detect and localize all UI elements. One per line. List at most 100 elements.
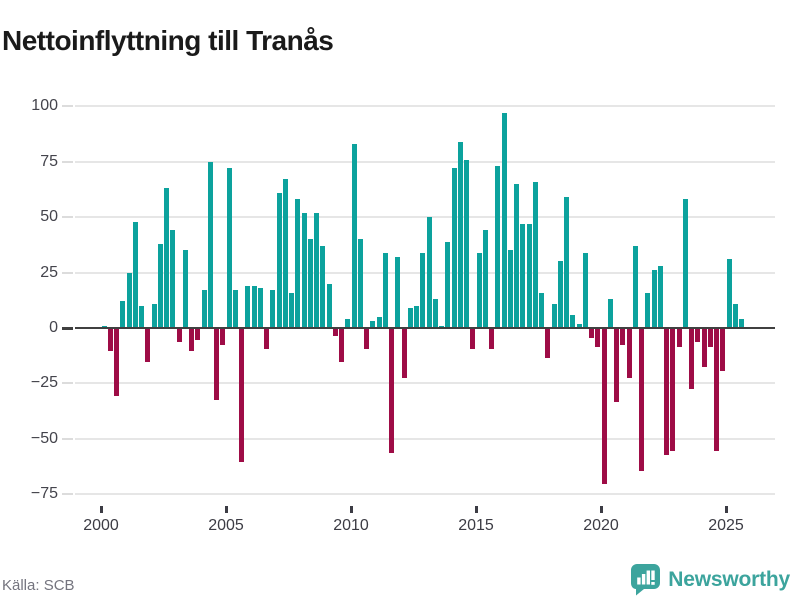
- bar-2013q2: [432, 299, 438, 328]
- bar-2024q2: [707, 329, 713, 347]
- x-tick-mark: [100, 506, 103, 513]
- bar-2003q2: [182, 250, 188, 328]
- bar-2024q3: [714, 329, 720, 451]
- bar-2025q2: [732, 303, 738, 328]
- bar-2004q3: [214, 329, 220, 400]
- x-tick-mark: [350, 506, 353, 513]
- y-tick-label: −25: [30, 374, 58, 392]
- x-tick-mark: [725, 506, 728, 513]
- bar-2016q2: [507, 250, 513, 328]
- bar-2006q2: [257, 288, 263, 328]
- bar-2010q4: [370, 321, 376, 328]
- bar-2019q1: [576, 323, 582, 328]
- y-tick-label: 0: [49, 319, 58, 336]
- bar-2010q1: [351, 143, 357, 328]
- y-tick-mark: [62, 160, 73, 163]
- bar-2012q4: [420, 252, 426, 328]
- bar-2012q3: [414, 305, 420, 328]
- bar-2012q1: [401, 329, 407, 378]
- bar-2023q2: [682, 199, 688, 328]
- gridline-100: [75, 105, 775, 108]
- bar-2005q3: [239, 329, 245, 463]
- bar-2016q4: [520, 223, 526, 328]
- y-tick-label: −50: [30, 429, 58, 447]
- y-tick-label: −75: [30, 485, 58, 503]
- bar-2008q4: [320, 245, 326, 328]
- bar-2005q2: [232, 290, 238, 328]
- bar-2021q3: [639, 329, 645, 471]
- bar-2002q3: [164, 188, 170, 328]
- x-tick-mark: [225, 506, 228, 513]
- bar-2025q1: [726, 259, 732, 328]
- bar-2018q3: [564, 197, 570, 328]
- bar-2003q1: [176, 329, 182, 343]
- bar-2007q4: [295, 199, 301, 328]
- gridline--25: [75, 382, 775, 385]
- bar-2001q3: [139, 305, 145, 328]
- gridline--50: [75, 437, 775, 440]
- y-tick-mark: [62, 327, 73, 330]
- bar-2024q4: [720, 329, 726, 372]
- bar-2022q4: [670, 329, 676, 451]
- bar-2019q4: [595, 329, 601, 347]
- bar-2020q2: [607, 299, 613, 328]
- brand-logo: Newsworthy: [630, 563, 790, 596]
- bar-2001q2: [132, 221, 138, 328]
- bar-2016q3: [514, 183, 520, 328]
- bar-2010q3: [364, 329, 370, 349]
- bar-2006q3: [264, 329, 270, 349]
- bar-2017q2: [532, 181, 538, 328]
- y-tick-label: 25: [40, 263, 58, 281]
- source-note: Källa: SCB: [2, 577, 75, 594]
- bar-2022q3: [664, 329, 670, 456]
- zero-axis-line: [75, 326, 775, 329]
- bar-2009q1: [326, 283, 332, 328]
- bar-2000q2: [107, 329, 113, 352]
- bar-2007q1: [276, 192, 282, 328]
- bar-2025q3: [739, 319, 745, 328]
- bar-2007q3: [289, 292, 295, 328]
- bar-2006q4: [270, 290, 276, 328]
- y-tick-label: 50: [40, 208, 58, 226]
- bar-2004q4: [220, 329, 226, 345]
- bar-2017q3: [539, 292, 545, 328]
- bar-2024q1: [701, 329, 707, 367]
- bar-2011q2: [382, 252, 388, 328]
- y-tick-mark: [62, 105, 73, 108]
- bar-2008q3: [314, 212, 320, 328]
- gridline-75: [75, 160, 775, 163]
- gridline--75: [75, 493, 775, 496]
- bar-2010q2: [357, 239, 363, 328]
- bar-2020q1: [601, 329, 607, 485]
- bar-2003q3: [189, 329, 195, 352]
- bar-2021q2: [632, 245, 638, 328]
- bar-2008q2: [307, 239, 313, 328]
- bar-2015q3: [489, 329, 495, 349]
- bar-2004q2: [207, 161, 213, 328]
- bar-2021q4: [645, 292, 651, 328]
- bar-2018q4: [570, 314, 576, 328]
- x-tick-label: 2010: [333, 517, 369, 534]
- bar-2011q3: [389, 329, 395, 454]
- bar-2014q4: [470, 329, 476, 349]
- bar-2002q4: [170, 230, 176, 328]
- x-tick-label: 2000: [83, 517, 119, 534]
- bar-2003q4: [195, 329, 201, 341]
- bar-2021q1: [626, 329, 632, 378]
- bar-2019q3: [589, 329, 595, 338]
- bar-2012q2: [407, 308, 413, 328]
- y-tick-mark: [62, 437, 73, 440]
- bar-2018q1: [551, 303, 557, 328]
- bar-2001q4: [145, 329, 151, 363]
- x-tick-mark: [600, 506, 603, 513]
- bar-2022q1: [651, 270, 657, 328]
- bar-2017q1: [526, 223, 532, 328]
- x-tick-label: 2015: [458, 517, 494, 534]
- gridline-50: [75, 216, 775, 219]
- bar-2016q1: [501, 112, 507, 328]
- bar-2017q4: [545, 329, 551, 358]
- bar-2005q1: [226, 168, 232, 328]
- bar-2014q2: [457, 141, 463, 328]
- bar-2023q3: [689, 329, 695, 389]
